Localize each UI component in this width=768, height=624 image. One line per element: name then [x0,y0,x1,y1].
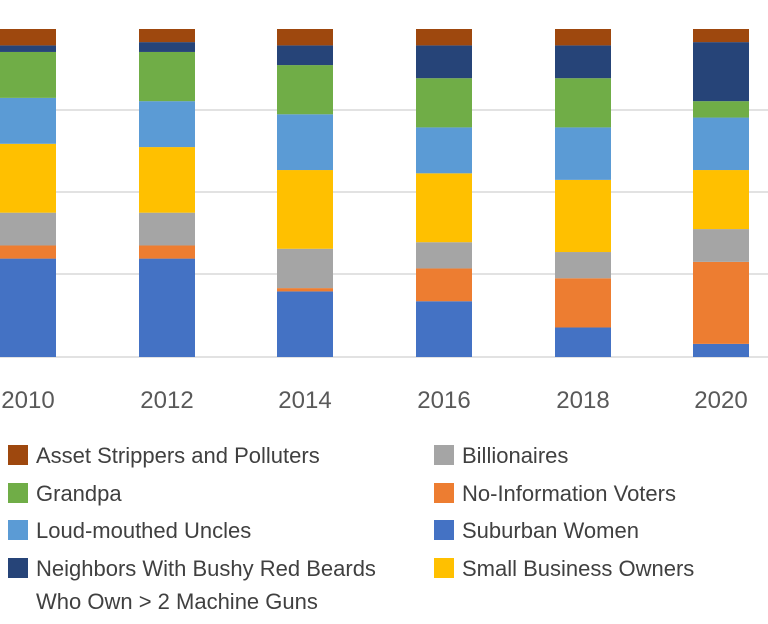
bar-segment-small-business-owners-2014 [277,170,333,249]
bar-segment-suburban-women-2020 [693,343,749,357]
legend-item-billionaires: Billionaires [434,443,568,468]
bar-segment-suburban-women-2018 [555,327,611,357]
bar-segment-billionaires-2012 [139,212,195,246]
legend-label: Asset Strippers and Polluters [36,443,320,468]
bar-segment-small-business-owners-2016 [416,173,472,243]
legend-swatch [8,520,28,540]
legend-item-asset-strippers-and-polluters: Asset Strippers and Polluters [8,443,320,468]
bar-segment-asset-strippers-and-polluters-2010 [0,29,56,46]
legend-item-loud-mouthed-uncles: Loud-mouthed Uncles [8,518,251,543]
bar-segment-grandpa-2012 [139,51,195,102]
legend-label: Neighbors With Bushy Red Beards [36,556,376,581]
legend-swatch [434,445,454,465]
bar-segment-no-information-voters-2010 [0,245,56,259]
legend-item-grandpa: Grandpa [8,481,122,506]
legend-label: No-Information Voters [462,481,676,506]
bar-segment-suburban-women-2010 [0,258,56,357]
bar-segment-billionaires-2014 [277,248,333,289]
bar-segment-grandpa-2018 [555,78,611,128]
legend-swatch [434,520,454,540]
bar-segment-loud-mouthed-uncles-2014 [277,114,333,171]
legend-swatch [8,558,28,578]
bar-segment-neighbors-with-bushy-red-beards-who-own-2-machine-guns-2016 [416,45,472,79]
bar-segment-suburban-women-2016 [416,301,472,357]
bar-segment-billionaires-2016 [416,242,472,269]
bar-segment-small-business-owners-2018 [555,179,611,253]
bar-segment-loud-mouthed-uncles-2016 [416,127,472,174]
bars [0,29,749,357]
bar-segment-asset-strippers-and-polluters-2018 [555,29,611,46]
x-tick-label-2010: 2010 [1,387,54,414]
bar-segment-no-information-voters-2016 [416,268,472,302]
bar-segment-asset-strippers-and-polluters-2020 [693,29,749,43]
bar-segment-no-information-voters-2020 [693,261,749,344]
legend-label: Suburban Women [462,518,639,543]
bar-segment-no-information-voters-2018 [555,278,611,328]
gridlines [0,109,768,358]
bar-segment-billionaires-2010 [0,212,56,246]
bar-segment-neighbors-with-bushy-red-beards-who-own-2-machine-guns-2012 [139,42,195,52]
x-tick-label-2020: 2020 [694,387,747,414]
bar-segment-loud-mouthed-uncles-2018 [555,127,611,180]
bar-segment-grandpa-2020 [693,101,749,118]
bar-segment-loud-mouthed-uncles-2020 [693,117,749,171]
bar-segment-loud-mouthed-uncles-2010 [0,97,56,144]
x-axis-tick-labels: 2010 2012 2014 2016 2018 2020 [1,387,747,414]
bar-segment-asset-strippers-and-polluters-2012 [139,29,195,43]
bar-segment-loud-mouthed-uncles-2012 [139,101,195,148]
bar-segment-grandpa-2010 [0,51,56,98]
bar-segment-neighbors-with-bushy-red-beards-who-own-2-machine-guns-2020 [693,42,749,102]
legend-label: Billionaires [462,443,568,468]
legend-swatch [8,445,28,465]
legend-item-suburban-women: Suburban Women [434,518,639,543]
legend-item-neighbors-with-bushy-red-beards: Neighbors With Bushy Red Beards Who Own >… [8,556,376,614]
bar-segment-small-business-owners-2012 [139,147,195,213]
bar-segment-no-information-voters-2014 [277,288,333,292]
legend-swatch [434,558,454,578]
legend-label: Small Business Owners [462,556,694,581]
x-tick-label-2012: 2012 [140,387,193,414]
bar-segment-small-business-owners-2020 [693,170,749,230]
bar-segment-suburban-women-2012 [139,258,195,357]
x-tick-label-2016: 2016 [417,387,470,414]
bar-segment-neighbors-with-bushy-red-beards-who-own-2-machine-guns-2014 [277,45,333,66]
x-tick-label-2018: 2018 [556,387,609,414]
legend-label-line2: Who Own > 2 Machine Guns [36,589,318,614]
bar-segment-asset-strippers-and-polluters-2016 [416,29,472,46]
bar-segment-billionaires-2018 [555,252,611,279]
bar-segment-neighbors-with-bushy-red-beards-who-own-2-machine-guns-2010 [0,45,56,52]
bar-segment-grandpa-2016 [416,78,472,128]
x-tick-label-2014: 2014 [278,387,331,414]
legend-label: Loud-mouthed Uncles [36,518,251,543]
legend-item-no-information-voters: No-Information Voters [434,481,676,506]
bar-segment-suburban-women-2014 [277,291,333,357]
legend: Asset Strippers and Polluters Billionaire… [8,443,694,614]
legend-item-small-business-owners: Small Business Owners [434,556,694,581]
bar-segment-asset-strippers-and-polluters-2014 [277,29,333,46]
legend-label: Grandpa [36,481,122,506]
bar-segment-neighbors-with-bushy-red-beards-who-own-2-machine-guns-2018 [555,45,611,79]
bar-segment-billionaires-2020 [693,229,749,262]
legend-swatch [8,483,28,503]
legend-swatch [434,483,454,503]
bar-segment-no-information-voters-2012 [139,245,195,259]
bar-segment-small-business-owners-2010 [0,143,56,213]
bar-segment-grandpa-2014 [277,65,333,115]
